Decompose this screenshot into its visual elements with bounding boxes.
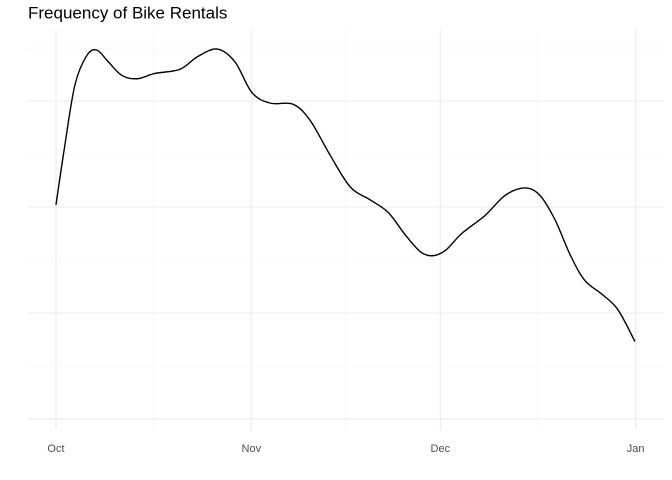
x-tick-label: Jan [627,443,645,455]
x-tick-label: Nov [242,443,262,455]
line [55,48,636,342]
x-tick-label: Dec [431,443,451,455]
chart-title: Frequency of Bike Rentals [28,3,227,22]
x-tick-label: Oct [47,443,64,455]
